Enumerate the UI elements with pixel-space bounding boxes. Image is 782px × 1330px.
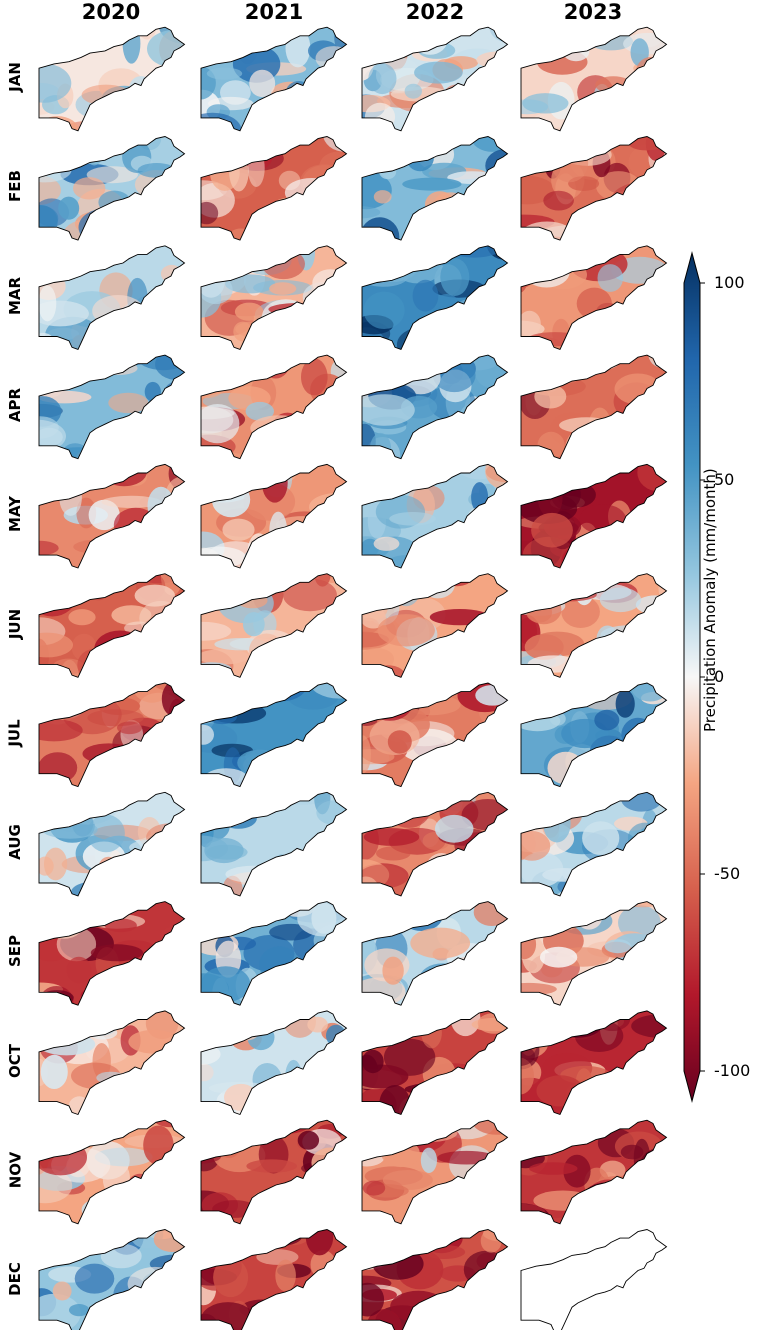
region-outline — [38, 901, 186, 1006]
region-outline — [520, 136, 668, 241]
region-outline — [200, 791, 348, 897]
region-outline — [200, 1010, 348, 1116]
colorbar-tick-label: 50 — [714, 470, 735, 489]
region-outline — [361, 26, 509, 132]
year-label-2020: 2020 — [81, 0, 141, 24]
region-outline — [520, 1119, 668, 1225]
year-label-2023: 2023 — [563, 0, 623, 24]
colorbar-bar — [683, 251, 701, 1103]
region-outline — [520, 682, 668, 788]
region-outline — [200, 573, 348, 678]
year-label-2022: 2022 — [405, 0, 465, 24]
region-outline — [200, 136, 348, 241]
colorbar-tick-label: -50 — [714, 864, 741, 883]
region-outline — [361, 245, 509, 350]
region-outline — [38, 136, 186, 241]
region-outline — [38, 1229, 186, 1330]
region-outline — [38, 1119, 186, 1225]
region-outline — [38, 1010, 186, 1116]
region-outline — [520, 26, 668, 132]
region-outline — [38, 463, 186, 569]
region-outline — [200, 1229, 348, 1330]
colorbar-tick-label: 100 — [714, 273, 745, 292]
region-outline — [200, 245, 348, 350]
region-outline — [38, 245, 186, 350]
region-outline — [200, 682, 348, 788]
region-outline — [200, 901, 348, 1006]
region-outline — [361, 1010, 509, 1116]
region-outline — [520, 791, 668, 897]
region-outline — [361, 136, 509, 241]
region-outline — [361, 463, 509, 569]
region-outline — [520, 354, 668, 460]
map-panel-grid — [38, 26, 668, 1330]
region-outline — [520, 245, 668, 350]
region-outline — [361, 1229, 509, 1330]
region-outline — [200, 26, 348, 132]
region-outline — [38, 791, 186, 897]
year-label-2021: 2021 — [244, 0, 304, 24]
region-outline — [361, 682, 509, 788]
region-outline — [520, 573, 668, 678]
region-outline — [200, 1119, 348, 1225]
region-outline — [361, 573, 509, 678]
colorbar-label: Precipitation Anomaly (mm/month) — [701, 468, 719, 732]
region-outline — [361, 354, 509, 460]
region-outline — [38, 573, 186, 678]
region-outline — [200, 354, 348, 460]
region-outline — [38, 682, 186, 788]
region-outline — [38, 354, 186, 460]
colorbar-tick-label: -100 — [714, 1061, 751, 1080]
region-outline — [520, 1229, 668, 1330]
region-outline — [38, 26, 186, 132]
colorbar-tick-label: 0 — [714, 667, 725, 686]
region-outline — [520, 463, 668, 569]
map-panel-dec-2023 — [520, 1229, 668, 1330]
region-outline — [361, 791, 509, 897]
region-outline — [361, 901, 509, 1006]
region-outline — [520, 1010, 668, 1116]
region-outline — [361, 1119, 509, 1225]
region-outline — [200, 463, 348, 569]
region-outline — [520, 901, 668, 1006]
